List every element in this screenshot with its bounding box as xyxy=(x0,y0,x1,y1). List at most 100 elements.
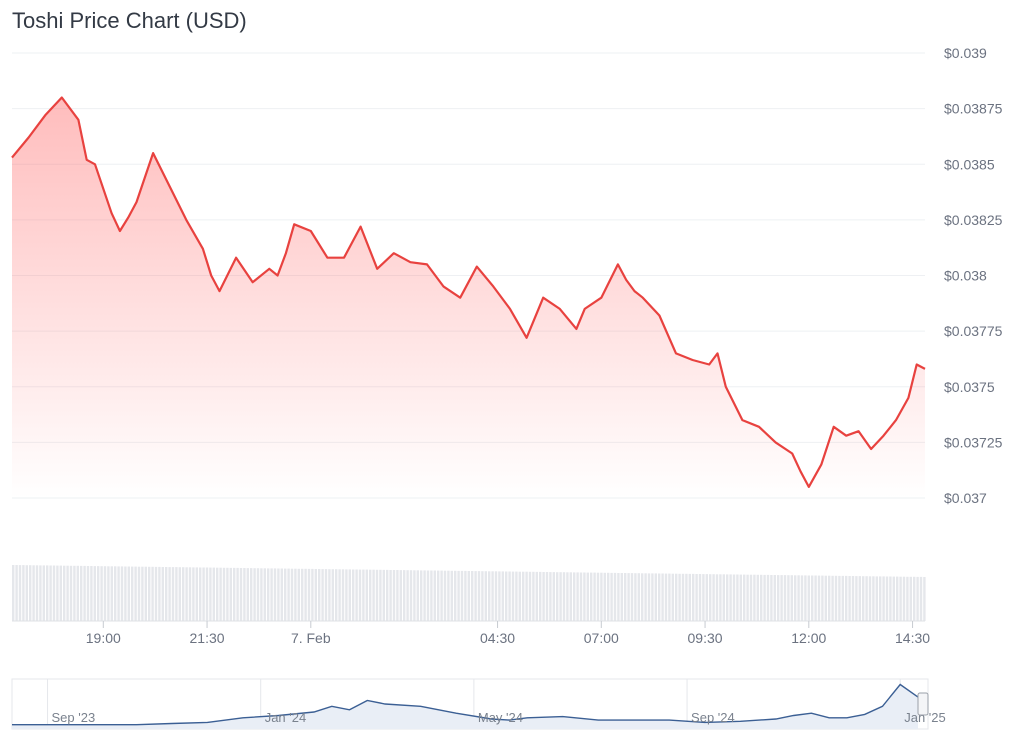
navigator-handle[interactable] xyxy=(917,692,929,716)
navigator-ticks: Sep '23 Jan '24 May '24 Sep '24 Jan '25 xyxy=(52,710,946,725)
volume-bar xyxy=(882,576,885,621)
volume-bar xyxy=(182,567,185,621)
volume-bar xyxy=(494,571,498,621)
volume-bar xyxy=(746,574,749,621)
volume-bar xyxy=(148,566,151,621)
volume-bar xyxy=(902,576,906,621)
volume-bar xyxy=(834,575,838,621)
volume-bar xyxy=(199,567,202,621)
volume-bar xyxy=(600,572,603,621)
volume-bar xyxy=(321,569,324,621)
volume-bar xyxy=(511,571,515,621)
volume-bar xyxy=(18,565,22,621)
volume-bar xyxy=(797,575,800,621)
volume-bar xyxy=(875,576,878,621)
volume-bar xyxy=(83,565,86,621)
volume-bar xyxy=(460,570,464,621)
volume-bar xyxy=(280,568,283,621)
volume-bar xyxy=(872,576,875,621)
volume-bar xyxy=(508,571,511,621)
volume-bar xyxy=(481,571,484,621)
volume-bar xyxy=(644,573,647,621)
volume-bar xyxy=(518,571,521,621)
volume-bar xyxy=(641,573,644,621)
x-tick-label: 14:30 xyxy=(895,630,930,646)
volume-bar xyxy=(627,573,630,621)
volume-bar xyxy=(352,569,355,621)
volume-bar xyxy=(379,569,382,621)
volume-bar xyxy=(698,574,702,621)
volume-bar xyxy=(807,575,810,621)
volume-bar xyxy=(787,575,790,621)
volume-bar xyxy=(331,569,334,621)
volume-bar xyxy=(284,568,287,621)
volume-bar xyxy=(501,571,504,621)
volume-bar xyxy=(692,573,695,621)
volume-bar xyxy=(49,565,52,621)
volume-bar xyxy=(202,567,205,621)
x-tick-label: 19:00 xyxy=(86,630,121,646)
volume-bar xyxy=(97,566,100,621)
volume-bar xyxy=(250,568,253,621)
volume-bar xyxy=(736,574,739,621)
y-tick-label: $0.03875 xyxy=(944,101,1003,117)
volume-bar xyxy=(236,567,239,621)
volume-bars xyxy=(12,565,926,622)
volume-bar xyxy=(702,574,705,621)
x-tick-label: 04:30 xyxy=(480,630,515,646)
volume-bar xyxy=(637,573,640,621)
x-tick-label: 21:30 xyxy=(190,630,225,646)
volume-bar xyxy=(766,574,770,621)
volume-bar xyxy=(899,576,902,621)
chart-title: Toshi Price Chart (USD) xyxy=(12,8,247,33)
volume-bar xyxy=(906,576,909,621)
x-tick-label: 7. Feb xyxy=(291,630,331,646)
y-tick-label: $0.03725 xyxy=(944,434,1003,450)
volume-bar xyxy=(338,569,341,621)
volume-bar xyxy=(345,569,348,621)
volume-bar xyxy=(117,566,120,621)
volume-bar xyxy=(794,575,797,621)
volume-bar xyxy=(651,573,654,621)
volume-bar xyxy=(505,571,508,621)
volume-bar xyxy=(705,574,708,621)
volume-bar xyxy=(630,573,634,621)
navigator-area xyxy=(12,684,918,729)
volume-bar xyxy=(739,574,742,621)
volume-bar xyxy=(664,573,668,621)
volume-bar xyxy=(484,571,487,621)
volume-bar xyxy=(549,572,552,621)
volume-bar xyxy=(311,568,314,621)
volume-bar xyxy=(358,569,362,621)
volume-bar xyxy=(743,574,746,621)
volume-bar xyxy=(634,573,637,621)
volume-bar xyxy=(678,573,681,621)
volume-bar xyxy=(270,568,273,621)
volume-bar xyxy=(658,573,661,621)
volume-bar xyxy=(573,572,576,621)
volume-bar xyxy=(471,571,474,621)
volume-bar xyxy=(916,576,919,621)
volume-bar xyxy=(144,566,147,621)
volume-bar xyxy=(828,575,831,621)
volume-bar xyxy=(141,566,144,621)
volume-bar xyxy=(865,576,868,621)
price-line[interactable] xyxy=(11,96,926,488)
volume-bar xyxy=(161,567,164,621)
volume-bar xyxy=(841,575,844,621)
volume-bar xyxy=(389,570,392,621)
volume-bar xyxy=(168,567,171,621)
y-tick-label: $0.0385 xyxy=(944,156,995,172)
volume-bar xyxy=(783,575,787,621)
volume-bar xyxy=(131,566,134,621)
volume-bar xyxy=(239,568,243,621)
volume-bar xyxy=(185,567,188,621)
range-navigator[interactable]: Sep '23 Jan '24 May '24 Sep '24 Jan '25 xyxy=(11,678,946,730)
volume-bar xyxy=(324,569,328,621)
navigator-tick-label: Jan '24 xyxy=(265,710,307,725)
volume-bar xyxy=(811,575,814,621)
navigator-tick-label: Sep '24 xyxy=(691,710,735,725)
volume-bar xyxy=(212,567,215,621)
volume-bar xyxy=(749,574,753,621)
